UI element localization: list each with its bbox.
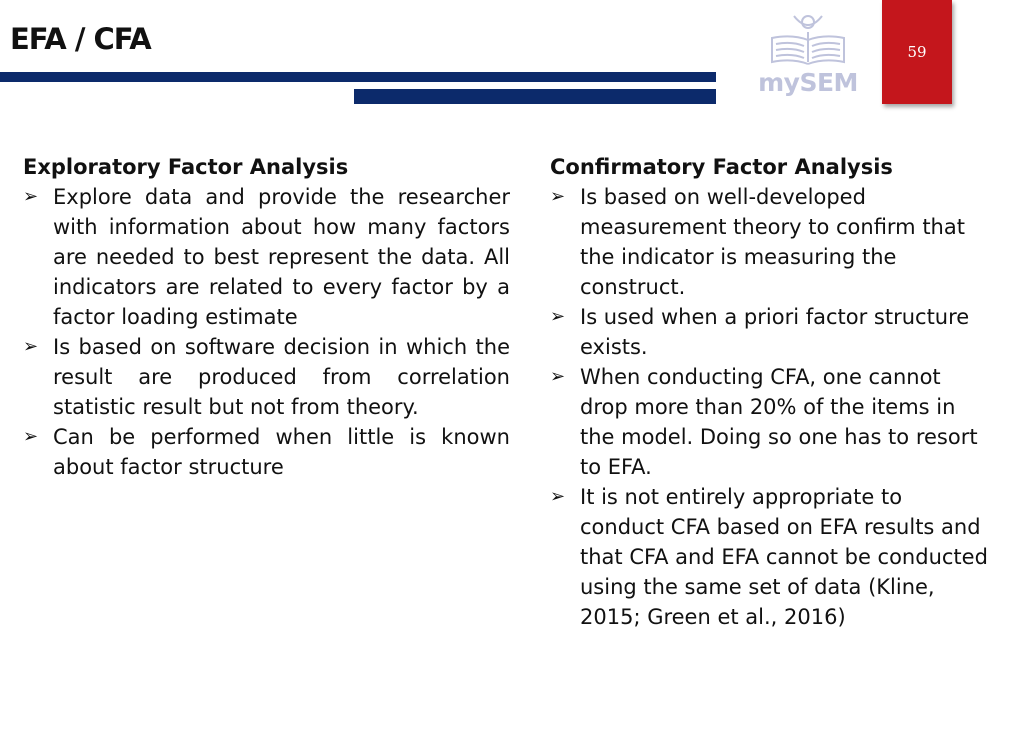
mysem-logo: mySEM <box>756 10 860 100</box>
arrowhead-bullet-icon: ➢ <box>23 336 39 357</box>
efa-heading: Exploratory Factor Analysis <box>23 155 349 179</box>
slide-title: EFA / CFA <box>10 22 152 56</box>
list-item-text: Can be performed when little is known ab… <box>53 425 510 479</box>
list-item: ➢ Is based on well-developed measurement… <box>550 182 990 302</box>
list-item-text: Is based on well-developed measurement t… <box>580 185 965 299</box>
list-item-text: Explore data and provide the researcher … <box>53 185 510 329</box>
cfa-bullet-list: ➢ Is based on well-developed measurement… <box>550 182 990 632</box>
list-item-text: Is based on software decision in which t… <box>53 335 510 419</box>
arrowhead-bullet-icon: ➢ <box>23 426 39 447</box>
cfa-heading: Confirmatory Factor Analysis <box>550 155 893 179</box>
list-item: ➢ Is based on software decision in which… <box>23 332 510 422</box>
page-number-tab: 59 <box>882 0 952 104</box>
list-item: ➢ When conducting CFA, one cannot drop m… <box>550 362 990 482</box>
arrowhead-bullet-icon: ➢ <box>550 186 566 207</box>
list-item: ➢ Can be performed when little is known … <box>23 422 510 482</box>
logo-text: mySEM <box>758 68 858 97</box>
list-item: ➢ Is used when a priori factor structure… <box>550 302 990 362</box>
efa-bullet-list: ➢ Explore data and provide the researche… <box>23 182 510 482</box>
header-rule-long <box>0 72 716 82</box>
list-item: ➢ It is not entirely appropriate to cond… <box>550 482 990 632</box>
arrowhead-bullet-icon: ➢ <box>550 366 566 387</box>
cfa-column: Confirmatory Factor Analysis ➢ Is based … <box>550 152 990 632</box>
list-item: ➢ Explore data and provide the researche… <box>23 182 510 332</box>
arrowhead-bullet-icon: ➢ <box>23 186 39 207</box>
efa-column: Exploratory Factor Analysis ➢ Explore da… <box>23 152 510 482</box>
list-item-text: When conducting CFA, one cannot drop mor… <box>580 365 978 479</box>
book-reader-logo-icon <box>771 15 845 65</box>
arrowhead-bullet-icon: ➢ <box>550 306 566 327</box>
list-item-text: It is not entirely appropriate to conduc… <box>580 485 988 629</box>
list-item-text: Is used when a priori factor structure e… <box>580 305 970 359</box>
page-number: 59 <box>907 43 927 61</box>
header-rule-short <box>354 89 716 104</box>
arrowhead-bullet-icon: ➢ <box>550 486 566 507</box>
